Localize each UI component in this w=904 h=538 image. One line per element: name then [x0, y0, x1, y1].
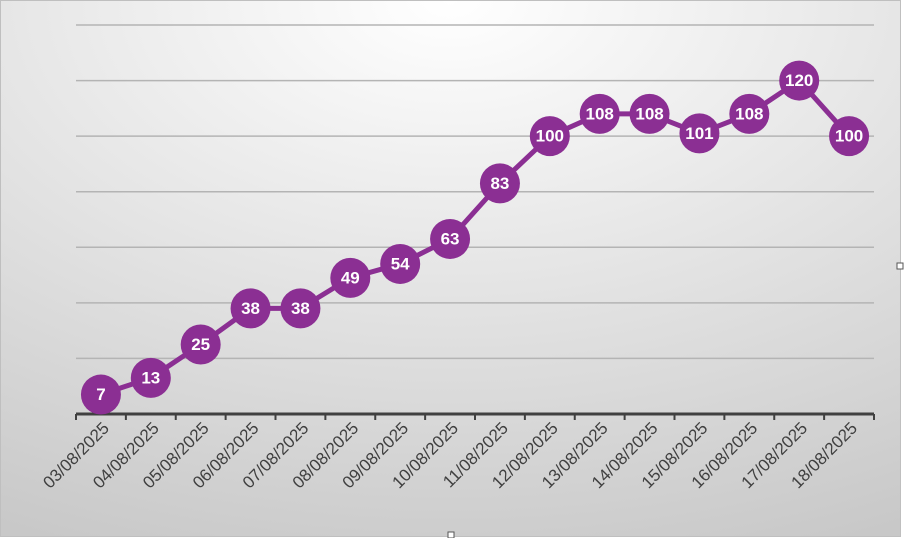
data-label: 49 [341, 268, 360, 287]
data-label: 38 [291, 299, 310, 318]
marker [479, 163, 520, 204]
marker [380, 243, 421, 284]
marker [529, 116, 570, 157]
marker [679, 113, 720, 154]
marker [779, 60, 820, 101]
data-label: 108 [586, 104, 614, 123]
data-label: 83 [490, 174, 509, 193]
resize-handle [896, 262, 904, 270]
marker [629, 93, 670, 134]
data-label: 100 [536, 127, 564, 146]
data-label: 13 [141, 368, 160, 387]
data-label: 63 [441, 229, 460, 248]
data-label: 25 [191, 335, 210, 354]
data-label: 108 [735, 104, 763, 123]
marker [430, 218, 471, 259]
data-label: 54 [391, 254, 410, 273]
marker [130, 357, 171, 398]
line [100, 78, 851, 397]
data-label: 38 [241, 299, 260, 318]
data-label: 120 [785, 71, 813, 90]
marker [280, 288, 321, 329]
data-label: 108 [635, 104, 663, 123]
marker [579, 93, 620, 134]
marker [180, 324, 221, 365]
marker [80, 374, 121, 415]
marker [230, 288, 271, 329]
marker [729, 93, 770, 134]
data-label: 100 [835, 127, 863, 146]
marker [829, 116, 870, 157]
data-label: 101 [685, 124, 713, 143]
data-label: 7 [96, 385, 105, 404]
resize-handle [447, 531, 455, 538]
marker [330, 257, 371, 298]
